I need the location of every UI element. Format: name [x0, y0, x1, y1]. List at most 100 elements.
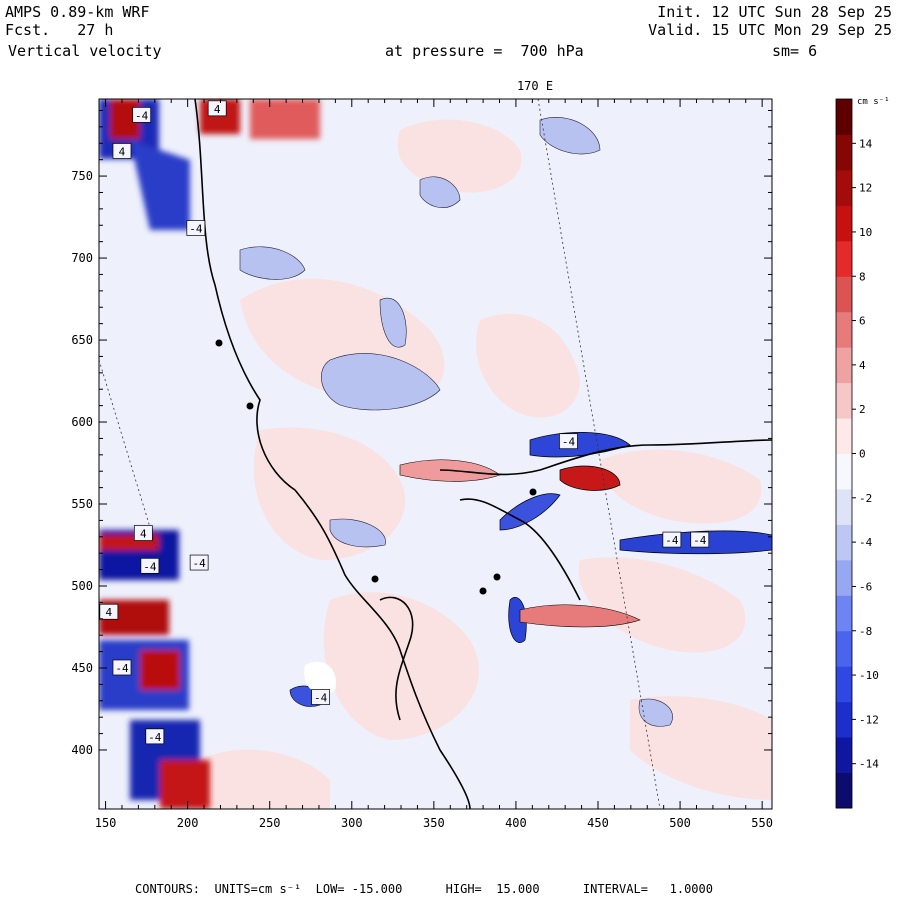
colorbar-label: -14	[859, 758, 879, 771]
contour-label: 4	[133, 525, 153, 541]
valid-time: Valid. 15 UTC Mon 29 Sep 25	[648, 21, 892, 39]
y-tick-label: 750	[71, 169, 93, 183]
y-axis: 400 450 500 550 600 650 700 750	[71, 109, 772, 757]
contour-label-text: -4	[562, 436, 576, 449]
x-axis: 150 200 250 300 350 400 450 500 550	[95, 99, 773, 830]
contour-label-box	[133, 525, 153, 541]
colorbar-label: -12	[859, 713, 879, 726]
coastline	[194, 99, 772, 809]
missing-data-patch	[304, 661, 336, 694]
colorbar-segment	[836, 737, 852, 774]
contour-info: CONTOURS: UNITS=cm s⁻¹ LOW= -15.000 HIGH…	[135, 882, 713, 896]
contour-label-box	[140, 557, 160, 574]
downdraft-regions	[239, 117, 673, 727]
colorbar-units: cm s⁻¹	[857, 97, 890, 107]
colorbar-segment	[836, 347, 852, 384]
contour-label-text: 4	[140, 528, 147, 541]
init-time: Init. 12 UTC Sun 28 Sep 25	[657, 3, 892, 21]
pressure-level: at pressure = 700 hPa	[385, 42, 584, 60]
colorbar-segment	[836, 666, 852, 703]
contour-label-box	[145, 728, 165, 745]
model-title: AMPS 0.89-km WRF	[5, 3, 150, 21]
y-tick-label: 550	[71, 497, 93, 511]
contour-label-box	[662, 531, 682, 548]
contour-label-box	[132, 107, 152, 123]
contour-label-text: -4	[193, 557, 207, 570]
contour-label-text: -4	[115, 662, 129, 675]
colorbar-label: -10	[859, 669, 879, 682]
contour-label-text: -4	[314, 691, 328, 704]
colorbar-segment	[836, 524, 852, 561]
field-name: Vertical velocity	[8, 42, 162, 60]
contour-label-box	[99, 603, 119, 620]
contour-labels: -4 4 4 -4 -4 4 -4 -4 4 -4 -4 -4 -4 -4	[99, 100, 710, 745]
map-frame	[98, 98, 773, 810]
contour-label: -4	[662, 531, 682, 548]
y-tick-label: 650	[71, 333, 93, 347]
forecast-hour: Fcst. 27 h	[5, 21, 114, 39]
contour-label-text: -4	[189, 223, 203, 236]
graticule	[99, 99, 661, 809]
colorbar-label: 0	[859, 448, 866, 461]
y-tick-label: 500	[71, 579, 93, 593]
x-tick-label: 150	[95, 816, 117, 830]
contour-label-text: -4	[143, 560, 157, 573]
x-tick-label: 300	[341, 816, 363, 830]
colorbar-label: 2	[859, 403, 866, 416]
contour-label: -4	[186, 220, 206, 236]
colorbar-segment	[836, 559, 852, 596]
colorbar-label: -2	[859, 492, 872, 505]
contour-label-text: 4	[119, 145, 126, 158]
colorbar-label: -8	[859, 625, 872, 638]
contour-label: -4	[145, 728, 165, 745]
colorbar-segment	[836, 276, 852, 313]
colorbar-segment	[836, 701, 852, 738]
contour-label-text: 4	[214, 103, 221, 116]
contour-label-text: -4	[148, 731, 162, 744]
contour-label-text: -4	[135, 109, 149, 122]
y-tick-label: 450	[71, 661, 93, 675]
colorbar-segment	[836, 99, 852, 135]
y-tick-label: 400	[71, 743, 93, 757]
colorbar: 14 12 10 8 6 4 2 0 -2 -4 -6 -8 -10 -12 -14	[835, 98, 879, 809]
colorbar-segment	[836, 134, 852, 171]
colorbar-segment	[836, 595, 852, 632]
x-tick-label: 200	[177, 816, 199, 830]
colorbar-label: -4	[859, 536, 873, 549]
colorbar-label: 4	[859, 359, 866, 372]
contour-label-box	[559, 433, 578, 450]
colorbar-segment	[836, 453, 852, 490]
colorbar-label: 10	[859, 226, 872, 239]
colorbar-label: 14	[859, 137, 873, 150]
colorbar-segment	[836, 382, 852, 419]
contour-label: 4	[207, 100, 227, 117]
x-tick-label: 550	[751, 816, 773, 830]
colorbar-label: 12	[859, 182, 872, 195]
x-tick-label: 450	[587, 816, 609, 830]
contour-label-box	[207, 100, 227, 117]
colorbar-segment	[836, 311, 852, 348]
contour-label-text: -4	[665, 534, 679, 547]
contour-label-text: -4	[693, 534, 707, 547]
contour-label: 4	[112, 143, 132, 159]
colorbar-segment	[836, 205, 852, 242]
x-tick-label: 500	[669, 816, 691, 830]
colorbar-segment	[836, 772, 852, 809]
colorbar-label: 8	[859, 270, 866, 283]
colorbar-segment	[836, 240, 852, 277]
contour-label: -4	[132, 107, 152, 123]
meridian-label: 170 E	[517, 79, 553, 93]
x-tick-label: 250	[259, 816, 281, 830]
contour-label: -4	[112, 659, 132, 676]
contour-label: -4	[690, 531, 710, 548]
y-tick-label: 600	[71, 415, 93, 429]
colorbar-segment	[836, 630, 852, 667]
y-tick-label: 700	[71, 251, 93, 265]
contour-label: -4	[140, 557, 160, 574]
colorbar-segment	[836, 418, 852, 454]
map-plot-area	[99, 99, 772, 809]
contour-label-box	[690, 531, 710, 548]
contour-label: -4	[311, 689, 330, 705]
colorbar-label: -6	[859, 580, 872, 593]
